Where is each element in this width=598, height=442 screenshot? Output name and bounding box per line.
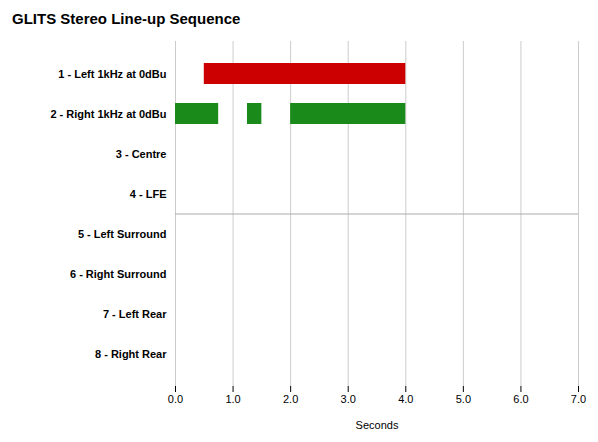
- svg-text:5 - Left Surround: 5 - Left Surround: [78, 228, 167, 240]
- svg-text:Seconds: Seconds: [356, 419, 399, 431]
- html-text:GLITS Stereo Line-up Sequence: GLITS Stereo Line-up Sequence: [12, 10, 241, 27]
- svg-text:1 - Left 1kHz at 0dBu: 1 - Left 1kHz at 0dBu: [58, 68, 166, 80]
- svg-text:3.0: 3.0: [341, 393, 356, 405]
- svg-text:7.0: 7.0: [571, 393, 586, 405]
- svg-text:8 - Right Rear: 8 - Right Rear: [95, 348, 167, 360]
- svg-text:6 - Right Surround: 6 - Right Surround: [70, 268, 167, 280]
- svg-text:4.0: 4.0: [398, 393, 413, 405]
- svg-text:1.0: 1.0: [225, 393, 240, 405]
- svg-text:6.0: 6.0: [513, 393, 528, 405]
- svg-text:7 - Left Rear: 7 - Left Rear: [103, 308, 167, 320]
- svg-text:2 - Right 1kHz at 0dBu: 2 - Right 1kHz at 0dBu: [50, 108, 166, 120]
- svg-text:5.0: 5.0: [456, 393, 471, 405]
- svg-text:2.0: 2.0: [283, 393, 298, 405]
- svg-text:4 - LFE: 4 - LFE: [130, 188, 167, 200]
- svg-text:0.0: 0.0: [168, 393, 183, 405]
- svg-text:3 - Centre: 3 - Centre: [116, 148, 167, 160]
